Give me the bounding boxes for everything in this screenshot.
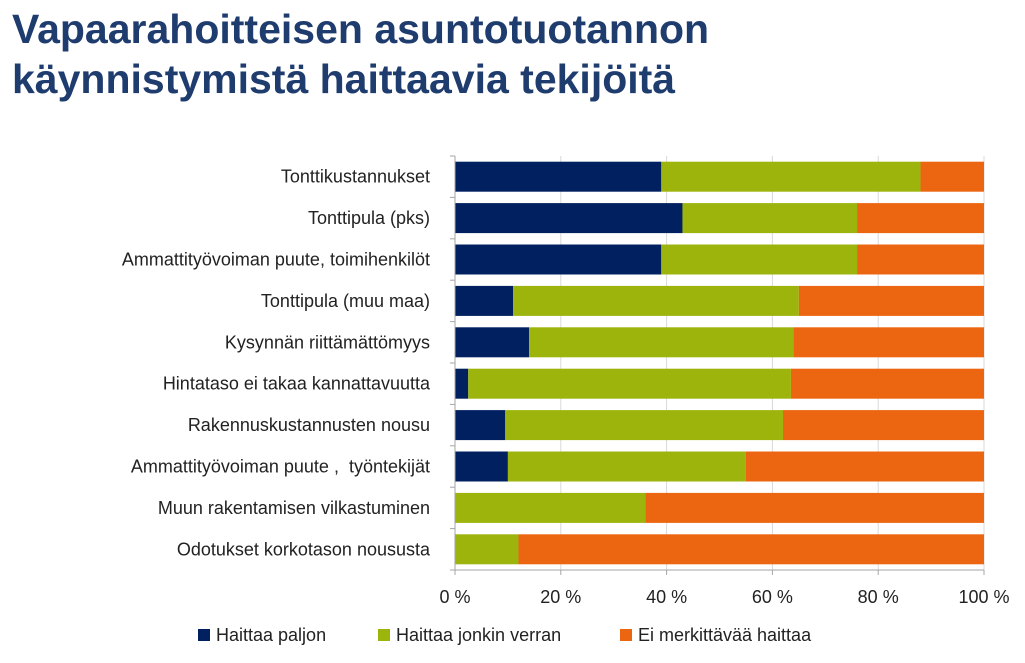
x-tick-labels: 0 % 20 % 40 % 60 % 80 % 100 % (439, 587, 1009, 607)
legend-swatch (378, 629, 390, 641)
axes (450, 155, 985, 575)
legend-label: Ei merkittävää haittaa (638, 625, 812, 645)
bar-segment (661, 161, 921, 192)
legend: Haittaa paljon Haittaa jonkin verran Ei me… (198, 625, 812, 645)
bar-segment (513, 285, 799, 316)
category-label: Hintataso ei takaa kannattavuutta (163, 374, 431, 394)
category-label: Ammattityövoiman puute, toimihenkilöt (122, 250, 430, 270)
bar-segment (682, 203, 858, 234)
title-line-2: käynnistymistä haittaavia tekijöitä (12, 56, 676, 102)
bar-segment (857, 244, 984, 275)
bar-segment (782, 410, 984, 441)
title-line-1: Vapaarahoitteisen asuntotuotannon (12, 6, 710, 52)
bar-segment (468, 368, 791, 399)
x-tick-label: 0 % (439, 587, 470, 607)
bar-segment (455, 368, 469, 399)
bar-segment (505, 410, 783, 441)
legend-swatch (620, 629, 632, 641)
legend-label: Haittaa jonkin verran (396, 625, 561, 645)
bar-segment (455, 244, 662, 275)
category-label: Muun rakentamisen vilkastuminen (158, 498, 430, 518)
bar-segment (645, 492, 984, 523)
bar-segment (455, 285, 514, 316)
category-label: Odotukset korkotason noususta (177, 539, 431, 559)
x-tick-label: 20 % (540, 587, 581, 607)
bar-segment (798, 285, 984, 316)
bar-segment (920, 161, 984, 192)
bars (455, 161, 984, 565)
category-label: Rakennuskustannusten nousu (188, 415, 430, 435)
category-label: Ammattityövoiman puute , työntekijät (131, 457, 430, 477)
category-label: Kysynnän riittämättömyys (225, 332, 430, 352)
bar-segment (455, 451, 508, 482)
slide-title: Vapaarahoitteisen asuntotuotannon käynni… (12, 4, 1012, 104)
bar-segment (790, 368, 984, 399)
x-tick-label: 60 % (752, 587, 793, 607)
bar-segment (455, 410, 506, 441)
bar-segment (455, 327, 530, 358)
bar-segment (529, 327, 794, 358)
bar-segment (745, 451, 984, 482)
bar-segment (455, 492, 646, 523)
x-tick-label: 100 % (958, 587, 1009, 607)
legend-label: Haittaa paljon (216, 625, 326, 645)
bar-segment (455, 203, 683, 234)
x-tick-label: 40 % (646, 587, 687, 607)
bar-segment (507, 451, 746, 482)
legend-swatch (198, 629, 210, 641)
bar-segment (793, 327, 984, 358)
bar-segment (661, 244, 858, 275)
category-label: Tonttikustannukset (281, 167, 430, 187)
bar-segment (455, 534, 519, 565)
bar-segment (455, 161, 662, 192)
category-label: Tonttipula (muu maa) (261, 291, 430, 311)
category-labels: Tonttikustannukset Tonttipula (pks) Ammatt… (122, 167, 431, 560)
bar-segment (857, 203, 984, 234)
bar-segment (518, 534, 984, 565)
category-label: Tonttipula (pks) (308, 208, 430, 228)
x-tick-label: 80 % (858, 587, 899, 607)
